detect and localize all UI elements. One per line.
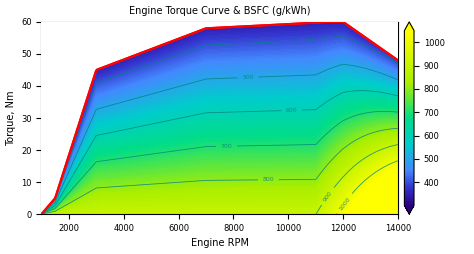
Text: 700: 700 — [220, 144, 232, 149]
PathPatch shape — [404, 205, 414, 214]
Text: 500: 500 — [242, 75, 254, 80]
Text: 900: 900 — [322, 190, 333, 202]
Text: 400: 400 — [304, 38, 317, 43]
PathPatch shape — [404, 22, 414, 31]
Polygon shape — [41, 6, 398, 214]
Y-axis label: Torque, Nm: Torque, Nm — [6, 90, 16, 146]
Text: 1000: 1000 — [337, 196, 351, 211]
Title: Engine Torque Curve & BSFC (g/kWh): Engine Torque Curve & BSFC (g/kWh) — [129, 6, 310, 15]
Text: 600: 600 — [286, 108, 298, 113]
Text: 800: 800 — [263, 177, 274, 182]
X-axis label: Engine RPM: Engine RPM — [191, 239, 249, 248]
